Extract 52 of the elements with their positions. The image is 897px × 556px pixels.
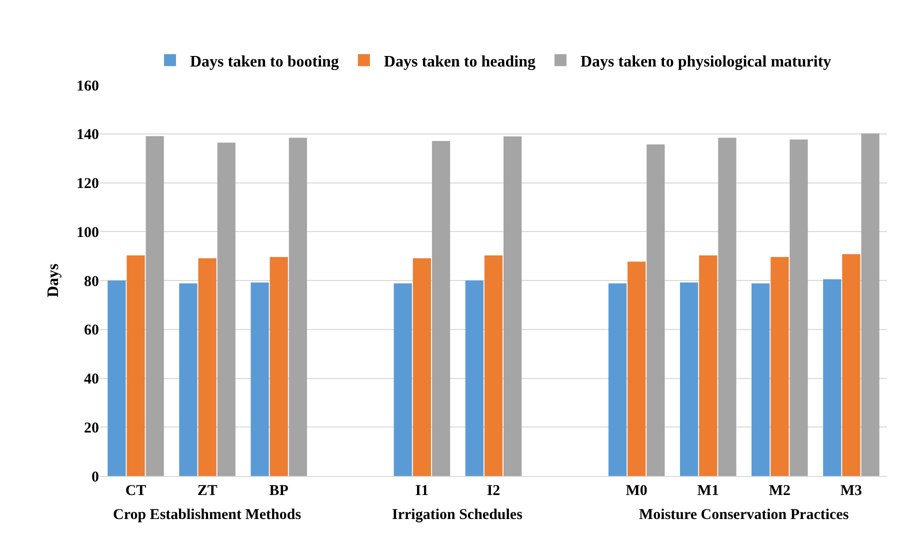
bar [861, 133, 880, 476]
bar [842, 254, 860, 476]
bar [179, 283, 198, 476]
bar [465, 280, 484, 476]
bar [628, 262, 646, 476]
bar [288, 138, 307, 476]
bar [752, 283, 770, 476]
bar [432, 140, 450, 476]
bar [608, 283, 627, 476]
x-tick-label: I2 [486, 483, 500, 499]
bar [198, 258, 216, 476]
legend-label: Days taken to booting [190, 53, 339, 70]
bar [250, 282, 269, 476]
x-tick-label: M2 [768, 483, 791, 499]
bar [504, 136, 522, 476]
y-tick-label: 120 [76, 176, 99, 192]
bar [108, 280, 126, 476]
bar [394, 283, 412, 476]
x-tick-label: M3 [840, 483, 862, 499]
bar [270, 257, 288, 476]
y-tick-label: 80 [84, 274, 99, 290]
y-tick-label: 140 [76, 127, 99, 144]
bar [770, 257, 789, 476]
bar [412, 258, 432, 476]
x-tick-label: CT [125, 483, 146, 499]
y-axis-title: Days [45, 264, 62, 298]
y-tick-label: 0 [92, 469, 99, 486]
bar [646, 144, 665, 476]
bar [790, 140, 808, 476]
bar [126, 255, 145, 476]
x-tick-label: BP [269, 483, 288, 499]
y-tick-label: 60 [84, 322, 99, 339]
bar [146, 136, 164, 476]
bar [699, 255, 718, 476]
text: Moisture Conservation Practices [639, 507, 849, 523]
y-tick-label: 40 [84, 372, 99, 388]
bar [217, 142, 236, 476]
y-tick-label: 100 [76, 224, 99, 241]
bar [680, 282, 698, 476]
legend-label: Days taken to physiological maturity [580, 53, 832, 70]
y-tick-label: 20 [84, 420, 99, 436]
x-tick-label: M1 [697, 483, 719, 499]
y-tick-label: 160 [76, 78, 99, 94]
legend-label: Days taken to heading [384, 53, 536, 70]
bar [718, 138, 736, 476]
text: Crop Establishment Methods [113, 507, 302, 523]
bar [823, 279, 842, 476]
bar [484, 255, 503, 476]
text: Irrigation Schedules [392, 507, 523, 523]
x-tick-label: I1 [415, 483, 429, 499]
x-tick-label: ZT [197, 483, 218, 499]
x-tick-label: M0 [626, 483, 648, 499]
